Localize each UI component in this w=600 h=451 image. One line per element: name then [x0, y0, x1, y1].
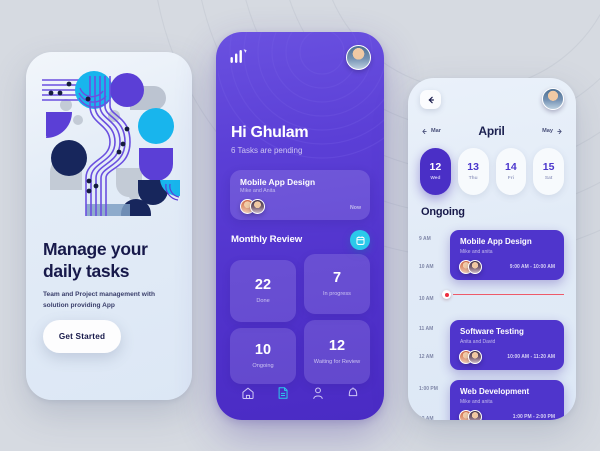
- day-of-week: Sat: [544, 175, 553, 181]
- get-started-button[interactable]: Get Started: [43, 320, 121, 353]
- stat-value: 7: [332, 270, 342, 287]
- bar-chart-logo: [230, 49, 247, 63]
- current-time-dot: [442, 290, 451, 299]
- time-label: 10 AM: [419, 264, 434, 270]
- next-month-button[interactable]: May: [542, 128, 563, 135]
- stat-label: Ongoing: [252, 362, 274, 369]
- task-title: Mobile App Design: [240, 177, 316, 187]
- page-subtitle: Team and Project management with solutio…: [43, 291, 155, 309]
- stat-value: 10: [254, 342, 272, 359]
- nav-profile-button[interactable]: [311, 386, 325, 400]
- day-number: 14: [505, 161, 517, 174]
- time-label: 9 AM: [419, 236, 431, 242]
- ongoing-heading: Ongoing: [421, 206, 465, 218]
- back-button[interactable]: [420, 90, 441, 109]
- time-label: 11 AM: [419, 326, 434, 332]
- stat-value: 12: [328, 338, 346, 355]
- calendar-button[interactable]: [350, 230, 370, 250]
- abstract-geometric-illustration: [42, 71, 180, 216]
- bottom-navigation-bar: [216, 374, 384, 420]
- day-of-week: Fri: [507, 175, 514, 181]
- event-title: Software Testing: [460, 327, 524, 336]
- event-card-web-development[interactable]: Web Development Mike and anita 1:00 PM -…: [450, 380, 564, 420]
- event-title: Mobile App Design: [460, 237, 532, 246]
- stat-value: 22: [254, 277, 272, 294]
- pending-tasks-text: 6 Tasks are pending: [231, 146, 303, 155]
- avatar: [468, 410, 482, 420]
- event-card-mobile-app-design[interactable]: Mobile App Design Mike and anita 9:00 AM…: [450, 230, 564, 280]
- stat-label: In progress: [323, 290, 351, 297]
- day-number: 15: [542, 161, 555, 174]
- next-month-label: May: [542, 128, 553, 134]
- monthly-review-heading: Monthly Review: [231, 234, 303, 245]
- stat-label: Done: [256, 297, 270, 304]
- task-status-badge: Now: [350, 205, 361, 211]
- current-time-line: [453, 294, 564, 295]
- avatar: [250, 199, 265, 214]
- day-of-week: Wed: [430, 175, 441, 181]
- timeline: 9 AM 10 AM 10 AM 11 AM 12 AM 1:00 PM 12 …: [408, 228, 576, 420]
- event-title: Web Development: [460, 387, 530, 396]
- nav-notifications-button[interactable]: [346, 386, 360, 400]
- event-time: 9:00 AM - 10:00 AM: [509, 264, 555, 270]
- time-label: 12 AM: [419, 416, 434, 420]
- time-label: 10 AM: [419, 296, 434, 302]
- avatar: [468, 350, 482, 364]
- member-avatars: [459, 350, 482, 364]
- decorative-rings: [218, 32, 384, 159]
- dashboard-screen: Hi Ghulam 6 Tasks are pending Mobile App…: [216, 32, 384, 420]
- member-avatars: [459, 410, 482, 420]
- member-avatars: [459, 260, 482, 274]
- stat-card-waiting-for-review[interactable]: 12 Waiting for Review: [304, 320, 370, 384]
- event-time: 1:00 PM - 2:00 PM: [512, 414, 555, 420]
- time-label: 1:00 PM: [419, 386, 438, 392]
- event-members: Anita and David: [460, 339, 496, 345]
- current-month-label: April: [478, 124, 505, 138]
- day-number: 12: [429, 161, 442, 174]
- event-members: Mike and anita: [460, 399, 493, 405]
- day-number: 13: [467, 161, 479, 174]
- calendar-icon: [355, 235, 365, 245]
- time-label: 12 AM: [419, 354, 434, 360]
- day-chip-12[interactable]: 12 Wed: [420, 148, 451, 195]
- task-members: Mike and Anita: [240, 188, 276, 194]
- day-chip-14[interactable]: 14 Fri: [495, 148, 527, 195]
- stat-label: Waiting for Review: [313, 358, 361, 365]
- page-title: Manage your daily tasks: [43, 239, 148, 282]
- user-avatar[interactable]: [542, 88, 564, 110]
- prev-month-label: Mar: [431, 128, 441, 134]
- back-arrow-icon: [428, 96, 434, 103]
- user-avatar[interactable]: [346, 45, 371, 70]
- day-chip-15[interactable]: 15 Sat: [533, 148, 564, 195]
- day-selector: 12 Wed 13 Thu 14 Fri 15 Sat: [420, 148, 564, 195]
- stat-card-ongoing[interactable]: 10 Ongoing: [230, 328, 296, 384]
- home-icon: [241, 387, 254, 399]
- month-navigation: Mar April May: [408, 122, 576, 140]
- stat-card-done[interactable]: 22 Done: [230, 260, 296, 322]
- chevron-left-icon: [422, 128, 427, 134]
- person-icon: [312, 387, 323, 399]
- day-of-week: Thu: [468, 175, 478, 181]
- bell-icon: [348, 387, 357, 397]
- member-avatars: [240, 199, 265, 214]
- onboarding-screen: Manage your daily tasks Team and Project…: [26, 52, 192, 400]
- day-chip-13[interactable]: 13 Thu: [457, 148, 489, 195]
- current-time-indicator: [442, 290, 564, 299]
- schedule-screen: Mar April May 12 Wed 13 Thu 14 Fri 15 Sa…: [408, 78, 576, 420]
- document-icon: [278, 387, 288, 399]
- greeting-text: Hi Ghulam: [231, 124, 309, 141]
- chevron-right-icon: [557, 128, 562, 134]
- prev-month-button[interactable]: Mar: [421, 128, 441, 135]
- avatar: [468, 260, 482, 274]
- event-card-software-testing[interactable]: Software Testing Anita and David 10:00 A…: [450, 320, 564, 370]
- nav-home-button[interactable]: [241, 386, 255, 400]
- nav-documents-button[interactable]: [276, 386, 290, 400]
- event-time: 10:00 AM - 11:20 AM: [507, 354, 555, 360]
- stat-card-in-progress[interactable]: 7 In progress: [304, 254, 370, 314]
- event-members: Mike and anita: [460, 249, 493, 255]
- current-task-card[interactable]: Mobile App Design Mike and Anita Now: [230, 170, 370, 220]
